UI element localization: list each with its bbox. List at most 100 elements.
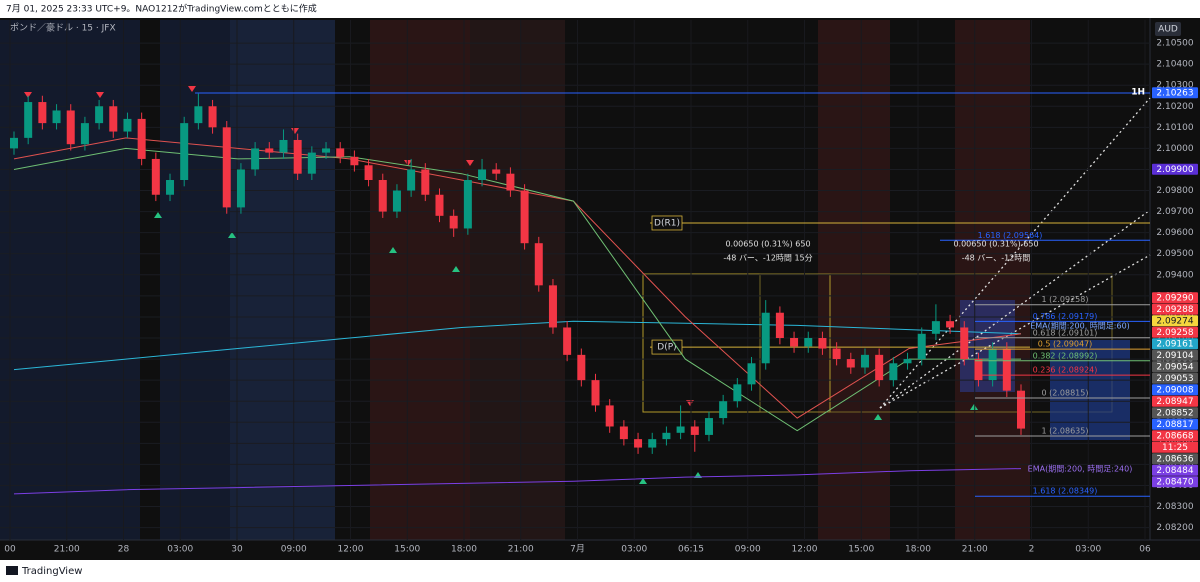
price-tag-label: 2.09161 <box>1156 339 1193 349</box>
marker <box>96 92 104 98</box>
y-tick-label: 2.08200 <box>1156 523 1193 533</box>
candle-body <box>747 363 756 385</box>
brand: TradingView <box>21 566 82 577</box>
annotation: EMA(期間:200, 時間足:240) <box>1028 465 1133 474</box>
footer-bg <box>0 560 1200 582</box>
candle-body <box>492 169 501 174</box>
candle-body <box>364 165 373 181</box>
y-tick-label: 2.10300 <box>1156 81 1193 91</box>
y-tick-label: 2.10500 <box>1156 39 1193 49</box>
price-tag-bg <box>1152 464 1198 476</box>
candle-body <box>80 123 89 145</box>
candle-body <box>66 110 75 145</box>
price-tag-bg <box>1152 87 1198 99</box>
fib-label: 1.618 (2.09564) <box>978 231 1043 240</box>
x-tick-label: 7月 <box>570 544 585 555</box>
fib-label: 1 (2.09258) <box>1042 295 1089 304</box>
price-tag-bg <box>1152 292 1198 304</box>
price-tag-label: 2.08852 <box>1156 408 1193 418</box>
x-tick-label: 18:00 <box>905 545 931 555</box>
price-tag-label: 2.08947 <box>1156 397 1193 407</box>
candle-body <box>719 401 728 419</box>
annotation: EMA(期間:200, 時間足:60) <box>1030 322 1130 331</box>
candle-body <box>988 348 997 381</box>
marker <box>228 232 236 238</box>
candle-body <box>563 327 572 355</box>
candle-body <box>350 156 359 166</box>
currency-box <box>1155 22 1181 36</box>
price-tag: 2.08817 <box>1152 418 1198 430</box>
candle-body <box>690 426 699 435</box>
trendline <box>879 254 1151 409</box>
candle-body <box>392 190 401 212</box>
band <box>0 20 140 540</box>
candle-body <box>662 432 671 440</box>
candle-body <box>704 418 713 435</box>
marker <box>639 478 647 484</box>
marker <box>970 404 978 410</box>
price-tag: 2.08484 <box>1152 464 1198 476</box>
candle-body <box>378 180 387 212</box>
price-tag: 2.09900 <box>1152 163 1198 175</box>
price-tag-label: 2.09258 <box>1156 328 1193 338</box>
candle-body <box>634 439 643 448</box>
price-tag: 2.09161 <box>1152 338 1198 349</box>
trendlines <box>879 97 1151 409</box>
candle-body <box>208 106 217 128</box>
price-tag: 2.09258 <box>1152 326 1198 338</box>
candle-body <box>875 354 884 381</box>
candle-body <box>24 102 33 138</box>
y-tick-label: 2.09700 <box>1156 207 1193 217</box>
annotation: -48 バー、-12時間 15分 <box>723 254 812 263</box>
price-tag: 2.09288 <box>1152 303 1198 315</box>
candle-body <box>449 215 458 229</box>
price-tag-label: 2.09104 <box>1156 351 1193 361</box>
y-tick-label: 2.10400 <box>1156 60 1193 70</box>
band <box>370 20 470 540</box>
candle-body <box>889 363 898 381</box>
marker <box>24 92 32 98</box>
marker <box>389 247 397 253</box>
candle-body <box>676 426 685 433</box>
candle-body <box>790 338 799 347</box>
x-tick-label: 00 <box>4 545 16 555</box>
price-tag-bg <box>1152 407 1198 419</box>
x-tick-label: 03:00 <box>167 545 193 555</box>
band <box>470 20 565 540</box>
price-tag-bg <box>1152 303 1198 315</box>
price-tag-bg <box>1152 395 1198 407</box>
fib-label: 0.236 (2.08924) <box>1033 366 1098 375</box>
price-tag-bg <box>1152 453 1198 465</box>
indicator-line <box>13 468 1022 495</box>
price-tag: 2.08668 11:25 <box>1152 430 1198 453</box>
band <box>818 20 890 540</box>
candle-body <box>903 359 912 364</box>
candle-body <box>846 359 855 368</box>
level-label: D(R1) <box>654 218 680 228</box>
candle-body <box>336 148 345 157</box>
candle-body <box>265 148 274 153</box>
candle-body <box>478 169 487 181</box>
candle-body <box>761 312 770 364</box>
price-tag-label: 2.09900 <box>1156 165 1193 175</box>
level-label: D(P) <box>657 343 676 353</box>
price-tag-label: 2.09274 <box>1156 316 1193 326</box>
price-tag-label: 2.10263 <box>1156 88 1193 98</box>
price-tag: 2.08636 <box>1152 453 1198 464</box>
price-tag-label: 2.08636 <box>1156 454 1193 464</box>
y-tick-label: 2.10000 <box>1156 144 1193 154</box>
price-tag-label: 2.08484 <box>1156 466 1193 476</box>
level-label: 1H <box>1131 87 1145 97</box>
x-tick-label: 28 <box>118 545 130 555</box>
price-tag-label: 2.09290 <box>1156 293 1193 303</box>
x-tick-label: 09:00 <box>281 545 307 555</box>
y-tick-label: 2.10200 <box>1156 102 1193 112</box>
candle-body <box>38 102 47 124</box>
x-tick-label: 03:00 <box>1075 545 1101 555</box>
x-tick-label: 15:00 <box>394 545 420 555</box>
price-tag-label: 2.09054 <box>1156 362 1193 372</box>
candle-body <box>322 148 331 153</box>
candle-body <box>279 139 288 153</box>
fib-label: 0 (2.08815) <box>1042 389 1089 398</box>
